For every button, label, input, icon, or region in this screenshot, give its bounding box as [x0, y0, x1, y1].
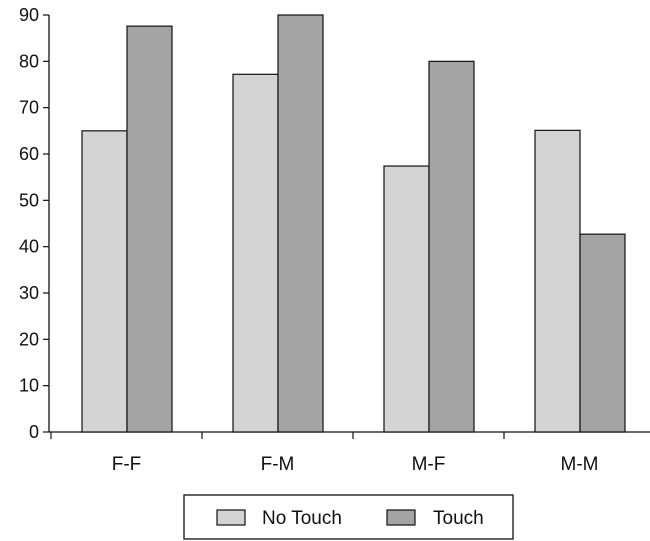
y-tick-label: 60 [19, 144, 39, 164]
y-tick-label: 70 [19, 98, 39, 118]
legend-swatch-touch [386, 509, 416, 526]
x-axis: F-F F-M M-F M-M [49, 431, 650, 475]
legend-label-touch: Touch [433, 508, 484, 529]
x-tick-label: F-F [112, 454, 142, 475]
bars [81, 14, 626, 433]
bar-touch-f-m [277, 14, 324, 433]
bar-no-touch-f-f [81, 130, 128, 433]
bar-touch-m-m [579, 233, 626, 433]
y-axis: 0 10 20 30 40 50 60 70 80 90 [19, 5, 50, 442]
y-tick-label: 40 [19, 237, 39, 257]
y-tick-label: 90 [19, 5, 39, 25]
bar-touch-f-f [126, 25, 173, 433]
bar-no-touch-m-f [383, 165, 430, 433]
y-tick-label: 0 [29, 422, 39, 442]
bar-touch-m-f [428, 60, 475, 433]
x-tick-label: M-M [561, 454, 599, 475]
x-tick-label: M-F [412, 454, 446, 475]
y-tick-label: 10 [19, 376, 39, 396]
legend-label-no-touch: No Touch [262, 508, 342, 529]
bar-no-touch-m-m [534, 129, 581, 433]
bar-no-touch-f-m [232, 73, 279, 433]
x-tick-label: F-M [261, 454, 295, 475]
y-tick-label: 20 [19, 329, 39, 349]
y-tick-label: 80 [19, 51, 39, 71]
y-tick-label: 30 [19, 283, 39, 303]
legend-swatch-no-touch [216, 509, 246, 526]
legend: No Touch Touch [183, 494, 514, 540]
y-tick-label: 50 [19, 190, 39, 210]
